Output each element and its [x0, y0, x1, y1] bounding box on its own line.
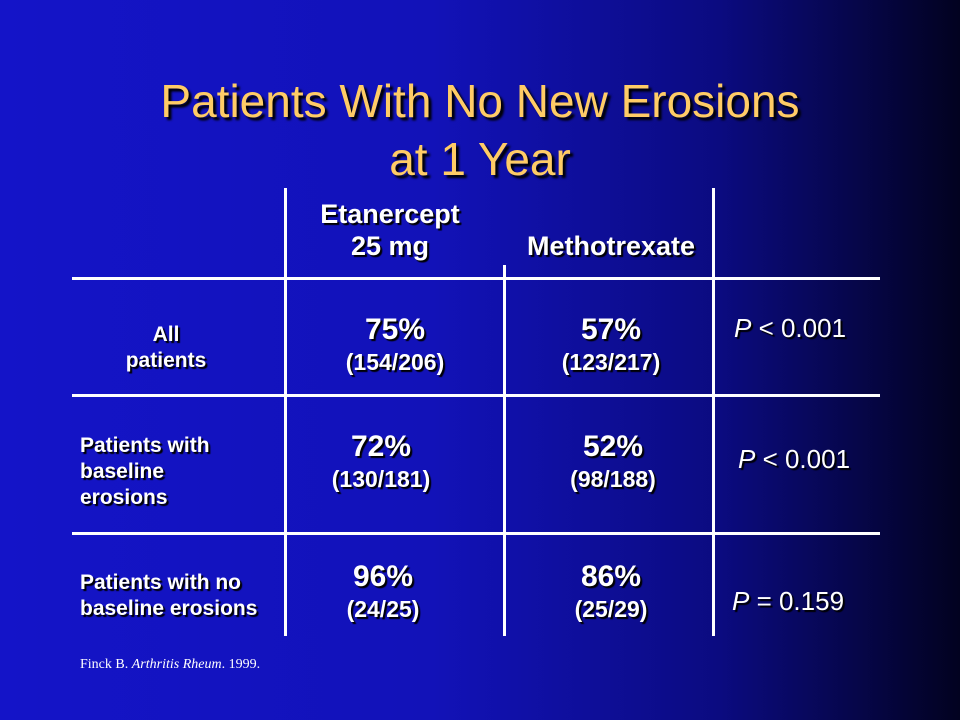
cell-methotrexate-no-baseline-erosions: 86% (25/29)	[506, 560, 716, 624]
cell-fraction: (130/181)	[331, 466, 431, 492]
grid-vertical-line-3	[712, 188, 715, 636]
cell-fraction: (25/29)	[574, 596, 648, 622]
cell-percent: 57%	[580, 313, 642, 346]
grid-horizontal-line-3	[72, 532, 880, 535]
row-label-no-baseline-erosions: Patients with no baseline erosions	[80, 571, 258, 620]
column-header-etanercept-line-1: Etanercept	[320, 199, 460, 229]
slide-title: Patients With No New Erosions at 1 Year	[80, 72, 880, 188]
cell-percent: 75%	[364, 313, 426, 346]
grid-vertical-line-1	[284, 188, 287, 636]
cell-fraction: (24/25)	[346, 596, 420, 622]
cell-fraction: (98/188)	[570, 466, 656, 492]
cell-methotrexate-baseline-erosions: 52% (98/188)	[508, 430, 718, 494]
cell-etanercept-baseline-erosions: 72% (130/181)	[276, 430, 486, 494]
slide-title-line-1: Patients With No New Erosions	[160, 75, 800, 127]
p-value-baseline-erosions: P < 0.001	[738, 444, 851, 474]
p-value-all-patients: P < 0.001	[734, 313, 847, 343]
row-label-all-patients: All patients	[125, 323, 207, 372]
p-value-no-baseline-erosions: P = 0.159	[732, 586, 845, 616]
grid-horizontal-line-2	[72, 394, 880, 397]
cell-percent: 52%	[582, 430, 644, 463]
column-header-etanercept-line-2: 25 mg	[350, 231, 430, 261]
cell-percent: 72%	[350, 430, 412, 463]
slide-title-line-2: at 1 Year	[389, 133, 571, 185]
cell-methotrexate-all-patients: 57% (123/217)	[506, 313, 716, 377]
citation: Finck B. Arthritis Rheum. 1999.	[80, 657, 261, 672]
grid-horizontal-line-1	[72, 277, 880, 280]
column-header-etanercept: Etanercept 25 mg	[290, 198, 490, 262]
cell-percent: 96%	[352, 560, 414, 593]
cell-fraction: (123/217)	[561, 349, 661, 375]
cell-etanercept-no-baseline-erosions: 96% (24/25)	[278, 560, 488, 624]
cell-etanercept-all-patients: 75% (154/206)	[290, 313, 500, 377]
cell-percent: 86%	[580, 560, 642, 593]
grid-vertical-line-2	[503, 265, 506, 636]
row-label-baseline-erosions: Patients with baseline erosions	[80, 434, 210, 509]
cell-fraction: (154/206)	[345, 349, 445, 375]
column-header-methotrexate: Methotrexate	[526, 231, 696, 261]
